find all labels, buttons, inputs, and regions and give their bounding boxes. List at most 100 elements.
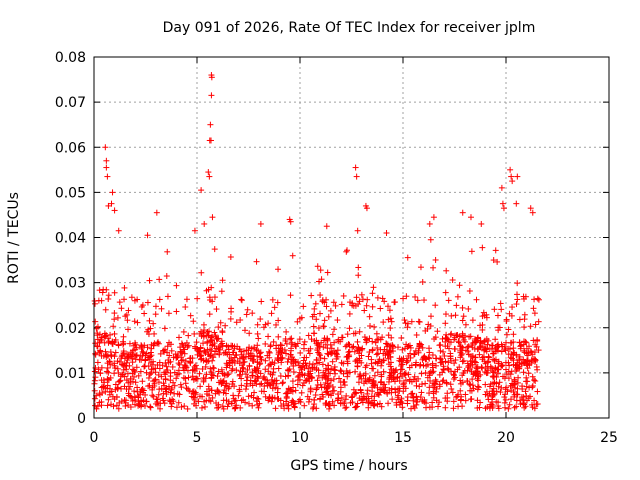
scatter-point bbox=[238, 296, 245, 303]
scatter-point bbox=[191, 330, 198, 337]
scatter-point bbox=[204, 328, 211, 335]
scatter-point bbox=[334, 347, 341, 354]
scatter-point bbox=[105, 339, 112, 346]
scatter-point bbox=[530, 305, 537, 312]
scatter-point bbox=[469, 357, 476, 364]
scatter-point bbox=[222, 349, 229, 356]
scatter-point bbox=[306, 373, 313, 380]
scatter-point bbox=[284, 358, 291, 365]
scatter-point bbox=[111, 316, 118, 323]
scatter-point bbox=[413, 378, 420, 385]
scatter-point bbox=[260, 324, 267, 331]
scatter-point bbox=[134, 319, 141, 326]
scatter-point bbox=[503, 318, 510, 325]
scatter-point bbox=[292, 387, 299, 394]
scatter-point bbox=[275, 317, 282, 324]
scatter-point bbox=[173, 308, 180, 315]
scatter-point bbox=[361, 334, 368, 341]
scatter-point bbox=[121, 284, 128, 291]
scatter-point bbox=[328, 390, 335, 397]
scatter-point bbox=[192, 362, 199, 369]
scatter-point bbox=[431, 381, 438, 388]
scatter-point bbox=[363, 302, 370, 309]
scatter-point bbox=[91, 395, 98, 402]
scatter-point bbox=[386, 361, 393, 368]
scatter-point bbox=[532, 321, 539, 328]
scatter-point bbox=[231, 383, 238, 390]
scatter-point bbox=[451, 345, 458, 352]
scatter-point bbox=[443, 331, 450, 338]
scatter-point-outlier bbox=[352, 164, 359, 171]
scatter-point bbox=[516, 316, 523, 323]
scatter-point bbox=[293, 343, 300, 350]
scatter-point bbox=[168, 347, 175, 354]
scatter-point bbox=[334, 317, 341, 324]
scatter-point bbox=[454, 293, 461, 300]
scatter-point bbox=[164, 248, 171, 255]
scatter-point bbox=[225, 343, 232, 350]
scatter-point bbox=[525, 349, 532, 356]
y-tick-label: 0.03 bbox=[55, 276, 86, 292]
scatter-point bbox=[161, 346, 168, 353]
scatter-point-outlier bbox=[103, 164, 110, 171]
scatter-point bbox=[353, 356, 360, 363]
scatter-point bbox=[346, 369, 353, 376]
scatter-point bbox=[179, 356, 186, 363]
scatter-point bbox=[271, 377, 278, 384]
scatter-point bbox=[462, 397, 469, 404]
scatter-point bbox=[514, 359, 521, 366]
scatter-point bbox=[388, 385, 395, 392]
scatter-point bbox=[440, 366, 447, 373]
scatter-point bbox=[261, 373, 268, 380]
scatter-point bbox=[516, 353, 523, 360]
scatter-point bbox=[319, 391, 326, 398]
scatter-point bbox=[295, 372, 302, 379]
scatter-point bbox=[219, 328, 226, 335]
scatter-point bbox=[222, 322, 229, 329]
scatter-point bbox=[146, 371, 153, 378]
y-tick-label: 0.01 bbox=[55, 366, 86, 382]
scatter-point bbox=[490, 350, 497, 357]
scatter-point bbox=[191, 376, 198, 383]
scatter-point bbox=[98, 336, 105, 343]
scatter-point bbox=[219, 277, 226, 284]
scatter-point-outlier bbox=[102, 144, 109, 151]
scatter-point bbox=[283, 395, 290, 402]
scatter-point bbox=[204, 338, 211, 345]
scatter-point bbox=[429, 399, 436, 406]
scatter-point bbox=[332, 367, 339, 374]
scatter-point bbox=[301, 372, 308, 379]
scatter-point bbox=[276, 348, 283, 355]
scatter-point bbox=[272, 384, 279, 391]
scatter-point bbox=[302, 360, 309, 367]
scatter-point bbox=[430, 390, 437, 397]
scatter-point bbox=[534, 388, 541, 395]
scatter-point bbox=[209, 394, 216, 401]
data-points bbox=[91, 72, 542, 412]
scatter-point bbox=[452, 357, 459, 364]
x-tick-label: 10 bbox=[291, 430, 309, 446]
scatter-point bbox=[426, 384, 433, 391]
scatter-point bbox=[189, 355, 196, 362]
scatter-point bbox=[494, 258, 501, 265]
scatter-point bbox=[162, 371, 169, 378]
scatter-point bbox=[164, 367, 171, 374]
scatter-point bbox=[494, 312, 501, 319]
scatter-point bbox=[285, 355, 292, 362]
scatter-point bbox=[504, 388, 511, 395]
scatter-point-outlier bbox=[208, 137, 215, 144]
scatter-point bbox=[514, 296, 521, 303]
scatter-point bbox=[416, 362, 423, 369]
scatter-point bbox=[198, 352, 205, 359]
scatter-point bbox=[479, 354, 486, 361]
scatter-point bbox=[529, 373, 536, 380]
scatter-point bbox=[445, 336, 452, 343]
scatter-point bbox=[475, 372, 482, 379]
scatter-point bbox=[520, 396, 527, 403]
scatter-point bbox=[516, 339, 523, 346]
scatter-point bbox=[240, 353, 247, 360]
scatter-point bbox=[404, 254, 411, 261]
scatter-point bbox=[214, 336, 221, 343]
scatter-point bbox=[308, 336, 315, 343]
scatter-point bbox=[514, 379, 521, 386]
